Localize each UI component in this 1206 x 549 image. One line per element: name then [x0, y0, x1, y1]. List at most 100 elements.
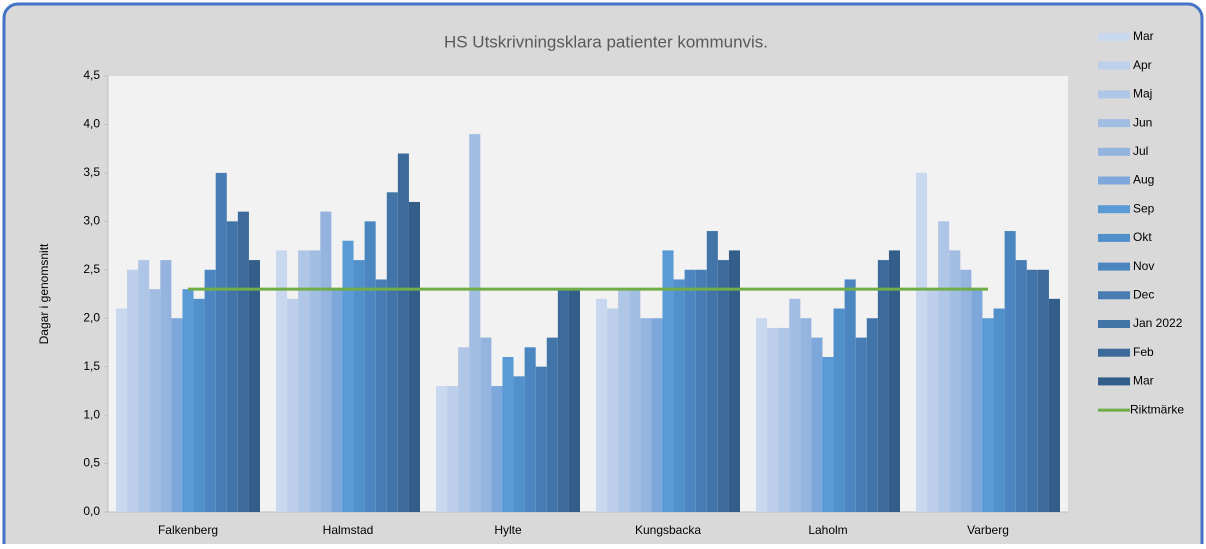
legend-swatch: [1098, 320, 1130, 328]
bar: [982, 318, 994, 512]
bar: [662, 250, 674, 512]
bar: [331, 289, 343, 512]
x-tick-label: Varberg: [967, 523, 1009, 537]
bar: [1037, 269, 1049, 512]
x-tick-label: Halmstad: [323, 523, 374, 537]
bar: [248, 260, 260, 512]
y-tick-label: 4,5: [83, 68, 100, 82]
legend-label: Jan 2022: [1133, 316, 1183, 330]
legend-label: Jun: [1133, 115, 1152, 129]
bar: [568, 289, 580, 512]
bar: [855, 337, 867, 512]
bar: [375, 279, 387, 512]
legend-label: Feb: [1133, 345, 1154, 359]
legend-swatch: [1098, 61, 1130, 70]
bar: [524, 347, 536, 512]
bar: [480, 337, 492, 512]
bar: [811, 337, 823, 512]
bar: [971, 289, 983, 512]
bar: [949, 250, 961, 512]
bar: [916, 172, 928, 512]
bar: [1015, 260, 1027, 512]
y-tick-label: 1,5: [83, 359, 100, 373]
legend-label: Nov: [1133, 259, 1154, 273]
y-tick-label: 0,5: [83, 456, 100, 470]
bar: [728, 250, 740, 512]
bar: [607, 308, 619, 512]
legend-swatch: [1098, 291, 1130, 300]
bar: [557, 289, 569, 512]
bar: [800, 318, 812, 512]
bar: [706, 231, 718, 512]
bar: [276, 250, 288, 512]
legend-label: Apr: [1133, 58, 1152, 72]
bar: [513, 376, 525, 512]
bar: [408, 201, 420, 512]
bar: [502, 356, 514, 512]
bar: [888, 250, 900, 512]
bar: [458, 347, 470, 512]
bar: [1004, 231, 1016, 512]
bar: [160, 260, 172, 512]
bar: [789, 298, 801, 512]
y-tick-label: 2,5: [83, 262, 100, 276]
bar: [1026, 269, 1038, 512]
bar: [127, 269, 139, 512]
legend-label: Mar: [1133, 374, 1154, 388]
bar: [138, 260, 150, 512]
y-tick-label: 1,0: [83, 407, 100, 421]
bar: [877, 260, 889, 512]
bar: [226, 221, 238, 513]
bar: [833, 308, 845, 512]
y-tick-label: 4,0: [83, 117, 100, 131]
x-tick-label: Kungsbacka: [635, 523, 701, 537]
bar: [822, 356, 834, 512]
legend-label: Riktmärke: [1130, 402, 1184, 416]
legend-label: Sep: [1133, 201, 1155, 215]
bar: [116, 308, 128, 512]
bar: [618, 289, 630, 512]
bar: [364, 221, 376, 513]
y-tick-label: 3,5: [83, 165, 100, 179]
legend-label: Jul: [1133, 144, 1148, 158]
x-tick-label: Falkenberg: [158, 523, 218, 537]
legend-swatch: [1098, 205, 1130, 214]
bar: [386, 192, 398, 512]
bar: [149, 289, 161, 512]
legend-label: Dec: [1133, 287, 1154, 301]
bar: [651, 318, 663, 512]
legend-label: Mar: [1133, 29, 1154, 43]
bar: [436, 386, 448, 512]
x-tick-label: Laholm: [808, 523, 847, 537]
y-tick-label: 3,0: [83, 214, 100, 228]
y-tick-label: 2,0: [83, 310, 100, 324]
legend-label: Aug: [1133, 173, 1154, 187]
bar: [215, 172, 227, 512]
bar: [546, 337, 558, 512]
bar: [756, 318, 768, 512]
bar: [298, 250, 310, 512]
bar: [353, 260, 365, 512]
bar: [204, 269, 216, 512]
bar: [717, 260, 729, 512]
bar: [629, 289, 641, 512]
legend-swatch: [1098, 33, 1130, 41]
legend-swatch: [1098, 348, 1130, 357]
bar: [237, 211, 249, 512]
bar: [844, 279, 856, 512]
bar: [993, 308, 1005, 512]
legend-swatch: [1098, 119, 1130, 128]
bar: [309, 250, 321, 512]
bar: [171, 318, 183, 512]
bar: [447, 386, 459, 512]
bar: [397, 153, 409, 512]
chart-title: HS Utskrivningsklara patienter kommunvis…: [444, 32, 768, 51]
bar: [684, 269, 696, 512]
bar: [673, 279, 685, 512]
bar: [596, 298, 608, 512]
bar: [342, 240, 354, 512]
bar: [320, 211, 332, 512]
bar: [469, 134, 481, 512]
legend-swatch: [1098, 377, 1130, 386]
